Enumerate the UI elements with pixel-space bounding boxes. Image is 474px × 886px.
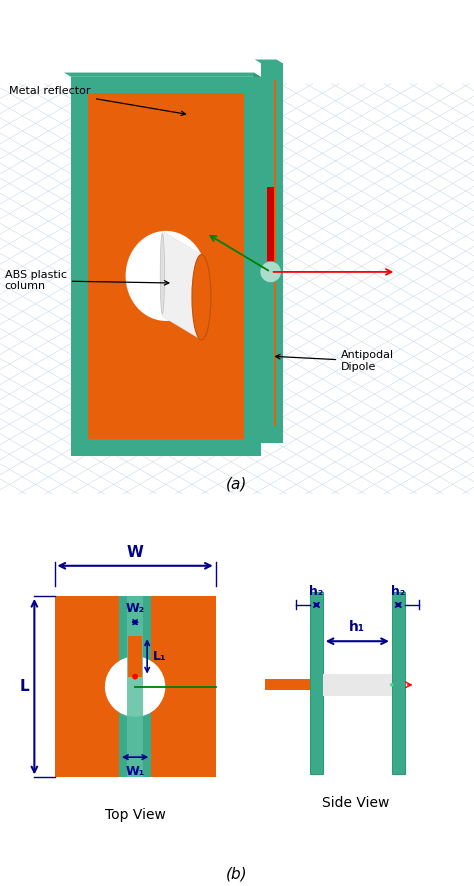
Bar [392,592,405,773]
Bar [55,596,216,777]
Polygon shape [71,439,261,456]
Polygon shape [71,77,261,456]
Text: L₁: L₁ [153,650,167,663]
Text: W: W [127,545,144,560]
Text: h₂: h₂ [310,585,324,598]
Text: h₂: h₂ [391,585,405,598]
Ellipse shape [390,683,394,687]
Ellipse shape [126,231,206,321]
Polygon shape [267,64,274,443]
Polygon shape [261,64,283,443]
Text: L: L [19,680,29,694]
Polygon shape [244,77,261,456]
Text: Metal reflector: Metal reflector [9,86,185,115]
Text: h₁: h₁ [349,620,365,634]
Bar [128,636,142,677]
Text: (b): (b) [226,867,248,882]
Polygon shape [64,73,261,77]
Text: Top View: Top View [105,807,165,821]
Bar [310,592,323,773]
Ellipse shape [105,657,165,717]
Ellipse shape [192,254,211,340]
Polygon shape [261,64,283,80]
Ellipse shape [160,234,164,314]
Polygon shape [254,73,261,456]
Polygon shape [267,187,274,272]
Text: Side View: Side View [322,796,389,810]
Bar [119,596,151,777]
Ellipse shape [260,261,282,283]
Polygon shape [261,426,283,443]
Text: W₁: W₁ [126,766,145,778]
Polygon shape [261,64,267,443]
Polygon shape [255,59,283,64]
Polygon shape [162,231,201,340]
Polygon shape [71,77,88,456]
Bar [127,596,143,777]
Text: ABS plastic
column: ABS plastic column [5,270,169,291]
Polygon shape [71,77,261,93]
Bar [264,680,310,690]
Polygon shape [276,59,283,443]
Text: W₂: W₂ [126,602,145,615]
Text: Antipodal
Dipole: Antipodal Dipole [275,351,394,372]
Text: (a): (a) [226,477,248,492]
Polygon shape [276,64,283,443]
Ellipse shape [133,674,137,679]
Bar [323,674,392,696]
